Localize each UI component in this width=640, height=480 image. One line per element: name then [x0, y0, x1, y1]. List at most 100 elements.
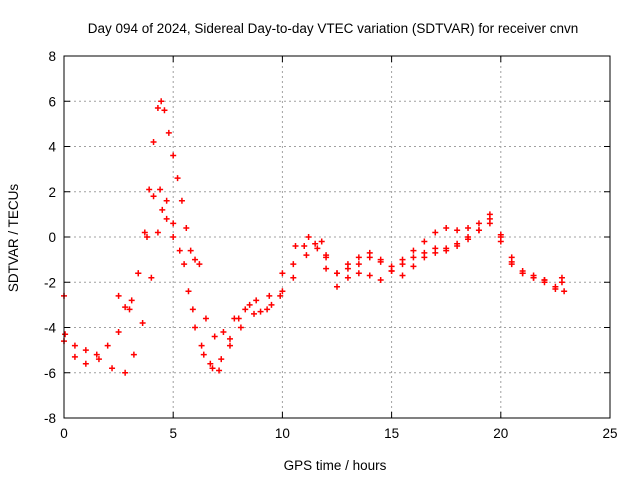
data-point	[305, 234, 312, 240]
data-point	[421, 238, 428, 245]
data-point	[251, 310, 258, 317]
data-point	[279, 288, 286, 295]
data-point	[366, 249, 373, 256]
data-point	[183, 224, 190, 231]
data-point	[497, 234, 504, 240]
data-point	[209, 365, 216, 372]
data-point	[170, 234, 177, 240]
data-point	[161, 107, 168, 114]
data-point	[355, 254, 362, 261]
data-point	[220, 329, 227, 336]
data-point	[143, 234, 150, 240]
y-tick-label: -8	[44, 411, 56, 426]
data-point	[135, 270, 142, 277]
data-point	[355, 270, 362, 277]
data-point	[355, 261, 362, 268]
data-point	[292, 243, 299, 250]
data-point	[154, 229, 161, 236]
data-point	[159, 206, 166, 213]
data-point	[211, 333, 218, 340]
data-point	[200, 351, 207, 358]
x-tick-label: 20	[493, 426, 508, 441]
data-point	[344, 261, 351, 268]
data-point	[257, 308, 264, 315]
data-point	[141, 229, 148, 236]
series-satellite-track-c	[115, 98, 325, 340]
x-tick-label: 5	[169, 426, 177, 441]
data-point	[71, 342, 78, 349]
data-point	[170, 152, 177, 159]
data-point	[486, 220, 493, 227]
data-point	[334, 283, 340, 290]
data-point	[126, 306, 133, 313]
data-point	[128, 297, 135, 304]
data-point	[157, 186, 164, 193]
data-point	[508, 258, 515, 265]
data-point	[303, 252, 310, 259]
data-point	[122, 304, 129, 311]
data-point	[165, 129, 172, 136]
data-point	[290, 274, 297, 281]
data-point	[82, 347, 89, 354]
data-point	[181, 261, 188, 268]
data-point	[115, 329, 122, 336]
data-point	[104, 342, 111, 349]
data-point	[93, 351, 100, 358]
data-point	[196, 261, 203, 268]
axis-ticks: 0 5 10 15 20 25 -8 -6 -4 -2 0 2 4 6 8	[44, 49, 618, 441]
data-point	[432, 249, 439, 256]
data-point	[561, 288, 568, 295]
data-point	[264, 306, 271, 313]
y-tick-label: -2	[44, 275, 56, 290]
data-point	[443, 224, 450, 231]
data-point	[253, 297, 260, 304]
data-point	[314, 245, 321, 252]
data-point	[323, 265, 330, 272]
data-point	[475, 227, 482, 234]
data-point	[192, 324, 199, 331]
data-point	[192, 256, 199, 263]
data-point	[377, 256, 384, 263]
data-point	[242, 306, 249, 313]
data-point	[187, 247, 194, 254]
data-point	[216, 367, 223, 374]
data-point	[139, 319, 146, 326]
data-point	[465, 224, 472, 231]
data-point	[82, 360, 89, 367]
data-point	[552, 286, 559, 293]
data-point	[150, 193, 157, 200]
data-point	[176, 247, 183, 254]
data-point	[231, 315, 238, 322]
data-point	[279, 270, 286, 277]
data-point	[290, 261, 297, 268]
data-point	[366, 272, 373, 279]
series-satellite-track-d	[323, 211, 568, 295]
data-point	[421, 254, 428, 261]
data-point	[465, 236, 472, 243]
data-point	[154, 105, 161, 112]
data-point	[198, 342, 205, 349]
y-tick-label: 2	[48, 185, 56, 200]
grid-lines	[64, 56, 610, 418]
x-axis-label: GPS time / hours	[284, 458, 387, 473]
data-point	[178, 197, 185, 204]
data-point	[163, 215, 170, 222]
data-point	[62, 331, 69, 338]
y-tick-label: 0	[48, 230, 56, 245]
data-point	[109, 365, 116, 372]
data-point	[410, 247, 417, 254]
data-point	[207, 360, 214, 367]
data-point	[388, 267, 395, 274]
data-point	[344, 274, 351, 281]
data-point	[158, 98, 165, 105]
data-point	[519, 270, 526, 277]
y-tick-label: 4	[48, 140, 56, 155]
x-tick-label: 15	[384, 426, 399, 441]
data-points	[61, 98, 568, 376]
x-tick-label: 25	[602, 426, 617, 441]
data-point	[530, 274, 537, 281]
data-point	[226, 335, 233, 342]
data-point	[202, 315, 209, 322]
data-point	[71, 353, 78, 360]
